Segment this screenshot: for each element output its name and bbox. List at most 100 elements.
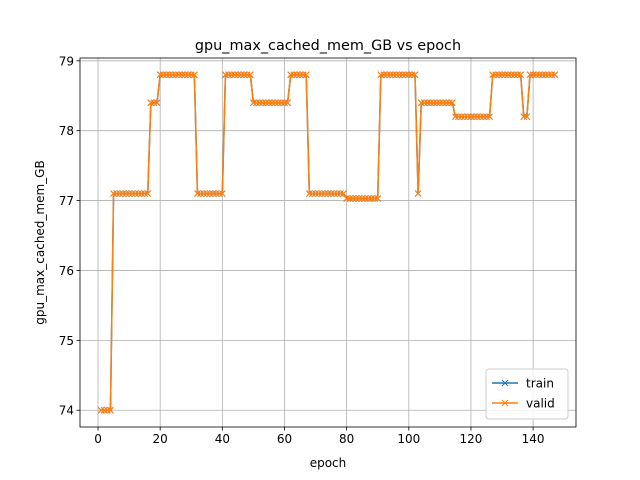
marker xyxy=(110,190,117,197)
marker xyxy=(520,113,528,121)
marker xyxy=(259,99,267,107)
marker xyxy=(424,99,431,107)
legend: train valid xyxy=(485,368,569,420)
marker xyxy=(324,190,332,197)
marker xyxy=(268,99,276,107)
y-tick-label: 77 xyxy=(59,194,74,208)
marker xyxy=(97,406,105,414)
x-tick-label: 20 xyxy=(153,432,168,446)
marker xyxy=(271,99,279,107)
legend-label: train xyxy=(526,377,554,391)
marker xyxy=(461,113,469,121)
marker xyxy=(458,113,465,121)
marker xyxy=(333,190,341,197)
marker xyxy=(187,71,195,79)
marker xyxy=(436,99,444,107)
marker xyxy=(166,71,173,79)
marker xyxy=(178,71,186,79)
y-tick-label: 79 xyxy=(59,54,74,68)
marker xyxy=(501,71,509,79)
marker xyxy=(141,190,148,197)
marker xyxy=(445,99,453,107)
x-tick-label: 140 xyxy=(522,432,545,446)
marker xyxy=(278,99,285,107)
marker xyxy=(228,71,236,79)
marker xyxy=(535,71,543,79)
marker xyxy=(399,71,406,79)
marker xyxy=(107,406,114,414)
marker xyxy=(396,71,403,79)
marker xyxy=(439,99,447,107)
y-tick-label: 76 xyxy=(59,264,74,278)
y-tick-label: 75 xyxy=(59,334,74,348)
marker xyxy=(172,71,180,79)
marker xyxy=(250,99,257,107)
x-tick-label: 100 xyxy=(397,432,420,446)
marker xyxy=(411,71,419,79)
marker xyxy=(122,190,130,197)
marker xyxy=(548,71,556,79)
marker xyxy=(153,99,161,107)
marker xyxy=(539,71,546,79)
marker xyxy=(191,71,198,79)
marker xyxy=(290,71,298,79)
marker xyxy=(467,113,475,121)
marker xyxy=(368,195,375,202)
marker xyxy=(215,190,223,197)
marker xyxy=(209,190,217,197)
marker xyxy=(315,190,323,197)
marker xyxy=(234,71,242,79)
marker xyxy=(492,71,500,79)
marker xyxy=(305,190,313,197)
marker xyxy=(542,71,549,79)
marker xyxy=(318,190,326,197)
marker xyxy=(361,195,369,202)
marker xyxy=(448,99,456,107)
marker xyxy=(374,195,382,202)
marker xyxy=(144,190,152,197)
marker xyxy=(218,190,226,197)
marker xyxy=(480,113,487,121)
marker xyxy=(545,71,553,79)
marker xyxy=(163,71,170,79)
marker xyxy=(147,99,155,107)
marker xyxy=(414,190,422,197)
marker xyxy=(128,190,136,197)
marker xyxy=(330,190,338,197)
marker xyxy=(408,71,416,79)
marker xyxy=(327,190,335,197)
marker xyxy=(274,99,282,107)
marker xyxy=(150,99,158,107)
marker xyxy=(299,71,307,79)
marker xyxy=(321,190,329,197)
marker xyxy=(340,190,347,197)
marker xyxy=(243,71,251,79)
marker xyxy=(470,113,478,121)
marker xyxy=(197,190,204,197)
marker xyxy=(517,71,525,79)
marker xyxy=(355,195,363,202)
plot-frame xyxy=(79,57,577,428)
marker xyxy=(365,195,372,202)
marker xyxy=(125,190,133,197)
marker xyxy=(262,99,270,107)
marker xyxy=(349,195,357,202)
marker xyxy=(159,71,167,79)
marker xyxy=(489,71,497,79)
marker xyxy=(231,71,239,79)
marker xyxy=(116,190,124,197)
x-tick-label: 80 xyxy=(339,432,354,446)
x-tick-label: 120 xyxy=(460,432,483,446)
x-tick-label: 60 xyxy=(277,432,292,446)
marker xyxy=(386,71,394,79)
marker xyxy=(181,71,189,79)
marker xyxy=(225,71,232,79)
marker xyxy=(508,71,515,79)
marker xyxy=(511,71,518,79)
marker xyxy=(287,71,295,79)
x-tick-label: 40 xyxy=(215,432,230,446)
marker xyxy=(240,71,248,79)
marker xyxy=(293,71,301,79)
marker xyxy=(312,190,319,197)
